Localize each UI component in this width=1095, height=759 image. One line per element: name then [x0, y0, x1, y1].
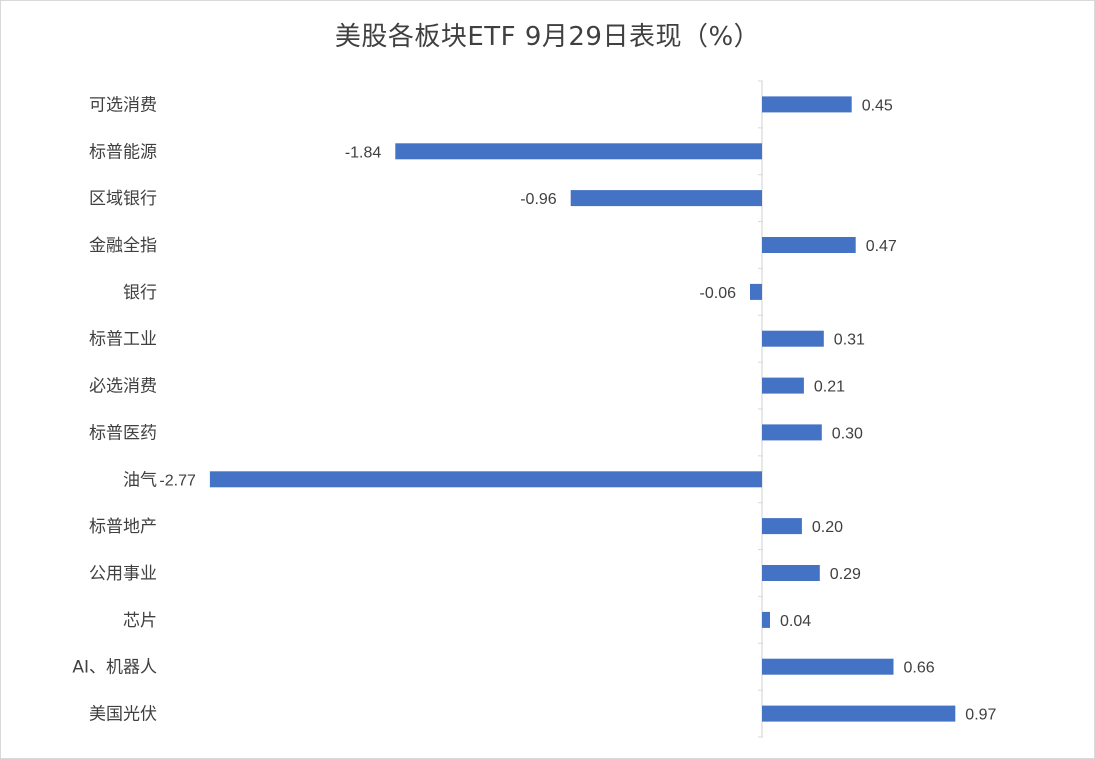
value-label-9: 0.20 — [812, 519, 843, 536]
value-label-13: 0.97 — [965, 707, 996, 724]
category-label-11: 芯片 — [123, 611, 157, 631]
bar-9 — [762, 518, 802, 535]
bar-10 — [762, 565, 820, 581]
value-label-3: 0.47 — [866, 238, 897, 255]
bar-7 — [762, 424, 822, 441]
value-label-5: 0.31 — [834, 332, 865, 349]
value-label-7: 0.30 — [832, 425, 863, 442]
category-label-6: 必选消费 — [89, 377, 157, 397]
bar-8 — [209, 471, 762, 488]
category-label-5: 标普工业 — [89, 330, 157, 350]
category-label-10: 公用事业 — [89, 564, 157, 584]
category-label-0: 可选消费 — [89, 95, 157, 115]
bar-13 — [762, 705, 956, 722]
bar-1 — [395, 143, 762, 160]
value-label-6: 0.21 — [814, 379, 845, 396]
category-label-7: 标普医药 — [89, 423, 157, 443]
bars-layer — [209, 96, 956, 722]
bar-0 — [762, 96, 852, 113]
bar-5 — [762, 330, 824, 347]
bar-2 — [570, 190, 762, 207]
bar-3 — [762, 237, 856, 253]
axis-layer — [758, 80, 763, 738]
category-label-1: 标普能源 — [89, 142, 157, 162]
category-label-12: AI、机器人 — [72, 658, 157, 678]
value-label-10: 0.29 — [830, 566, 861, 583]
category-label-13: 美国光伏 — [89, 705, 157, 725]
category-label-2: 区域银行 — [89, 189, 157, 209]
value-label-12: 0.66 — [904, 660, 935, 677]
value-label-8: -2.77 — [159, 472, 196, 489]
category-label-3: 金融全指 — [89, 236, 157, 256]
labels-layer: 可选消费 0.45 标普能源 -1.84 区域银行 -0.96 金融全指 0.47 银行 -0.0… — [72, 95, 996, 724]
value-label-4: -0.06 — [700, 285, 737, 302]
value-label-1: -1.84 — [345, 144, 382, 161]
bar-11 — [762, 611, 770, 628]
value-label-0: 0.45 — [862, 97, 893, 114]
bar-12 — [762, 658, 894, 675]
value-label-2: -0.96 — [520, 191, 557, 208]
bar-4 — [750, 283, 762, 300]
category-label-9: 标普地产 — [89, 517, 157, 537]
category-label-4: 银行 — [123, 283, 157, 303]
bar-6 — [762, 377, 804, 394]
chart-title: 美股各板块ETF 9月29日表现（%） — [334, 22, 761, 52]
value-label-11: 0.04 — [780, 613, 811, 630]
category-label-8: 油气 — [123, 470, 157, 490]
